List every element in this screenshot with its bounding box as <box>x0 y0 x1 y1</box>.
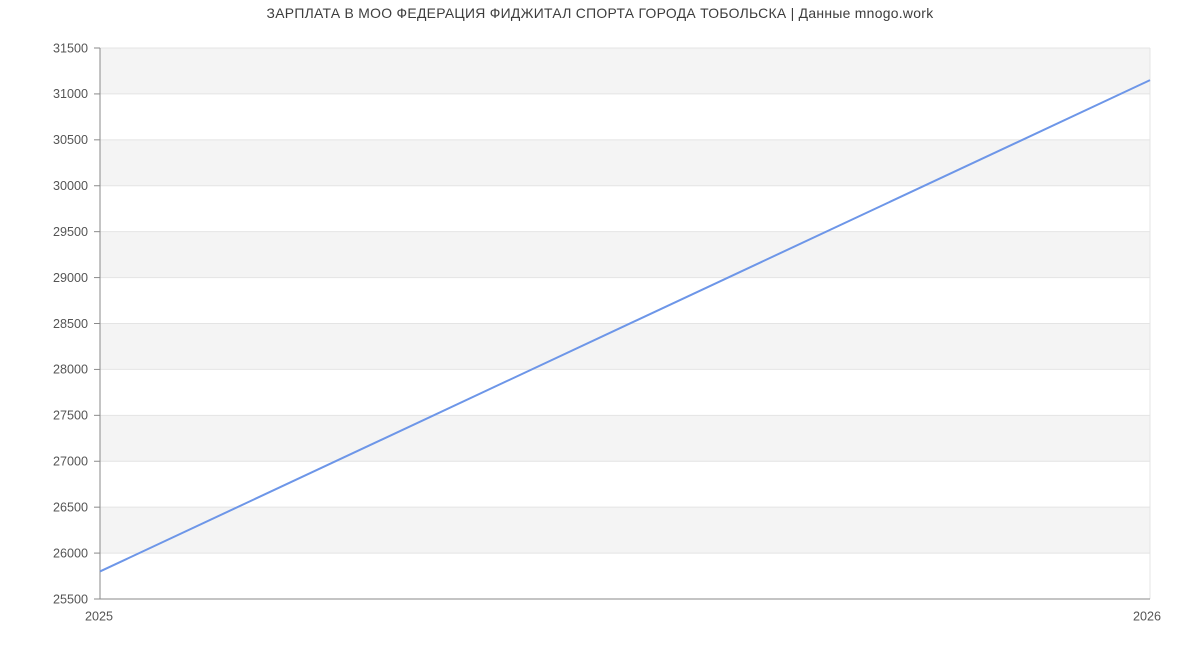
svg-text:30000: 30000 <box>53 179 88 193</box>
svg-text:28000: 28000 <box>53 363 88 377</box>
svg-text:26000: 26000 <box>53 546 88 560</box>
svg-text:27500: 27500 <box>53 409 88 423</box>
svg-text:2025: 2025 <box>85 610 113 624</box>
svg-text:26500: 26500 <box>53 500 88 514</box>
svg-text:27000: 27000 <box>53 455 88 469</box>
svg-text:29000: 29000 <box>53 271 88 285</box>
svg-text:25500: 25500 <box>53 592 88 606</box>
svg-text:2026: 2026 <box>1133 610 1161 624</box>
svg-text:28500: 28500 <box>53 317 88 331</box>
svg-text:31500: 31500 <box>53 41 88 55</box>
svg-text:31000: 31000 <box>53 87 88 101</box>
svg-text:30500: 30500 <box>53 133 88 147</box>
svg-text:29500: 29500 <box>53 225 88 239</box>
